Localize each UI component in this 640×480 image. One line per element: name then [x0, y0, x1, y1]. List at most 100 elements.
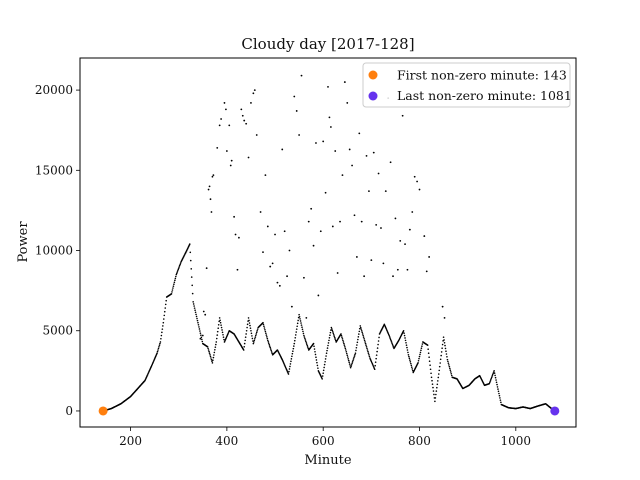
first-nonzero-point: [98, 406, 108, 416]
data-point: [333, 336, 336, 339]
data-point: [500, 401, 502, 404]
data-point: [494, 374, 496, 377]
y-tick-label: 20000: [35, 83, 73, 97]
data-point: [407, 354, 410, 356]
data-point: [330, 329, 332, 331]
data-point: [392, 275, 394, 278]
data-point: [156, 352, 158, 355]
data-point: [342, 339, 344, 342]
data-point: [417, 362, 419, 364]
data-point: [421, 345, 423, 347]
data-point: [411, 368, 414, 370]
data-point: [315, 142, 317, 144]
data-point: [299, 318, 301, 320]
data-point: [302, 332, 305, 335]
data-point: [366, 347, 368, 350]
data-point: [325, 352, 328, 355]
data-point: [342, 341, 345, 343]
data-point: [298, 313, 300, 316]
data-point: [297, 319, 299, 322]
data-point: [432, 390, 435, 392]
data-point: [213, 351, 216, 354]
data-point: [493, 370, 495, 372]
legend: First non-zero minute: 143 Last non-zero…: [362, 62, 572, 108]
data-point: [209, 355, 212, 358]
data-point: [423, 235, 426, 237]
data-point: [418, 188, 421, 191]
data-point: [250, 102, 252, 104]
data-point: [449, 369, 452, 372]
data-point: [248, 319, 250, 322]
data-point: [350, 363, 353, 366]
data-point: [327, 342, 330, 344]
data-point: [265, 332, 267, 335]
data-point: [211, 175, 214, 178]
data-point: [375, 354, 378, 356]
data-point: [358, 333, 360, 335]
data-point: [430, 376, 433, 379]
data-point: [340, 334, 343, 337]
data-point: [407, 351, 409, 354]
data-point: [200, 336, 203, 339]
data-point: [408, 355, 410, 358]
data-point: [190, 268, 193, 270]
data-point: [333, 335, 336, 337]
data-point: [492, 372, 494, 375]
data-point: [440, 351, 443, 353]
data-point: [499, 397, 501, 399]
legend-marker-last: [368, 91, 378, 101]
data-point: [450, 372, 453, 375]
data-point: [346, 356, 349, 358]
data-point: [286, 275, 288, 278]
data-point: [315, 356, 317, 359]
data-point: [164, 303, 167, 306]
data-point: [294, 337, 297, 339]
data-point: [208, 185, 211, 188]
data-point: [343, 344, 346, 346]
data-point: [247, 317, 250, 319]
data-point: [439, 358, 442, 361]
data-point: [391, 342, 393, 345]
data-point: [313, 345, 315, 348]
data-point: [299, 320, 302, 322]
data-point: [329, 331, 332, 334]
scatter-points: [102, 74, 556, 412]
data-point: [287, 373, 290, 375]
data-point: [353, 356, 355, 359]
data-point: [201, 340, 204, 343]
data-point: [331, 328, 333, 330]
data-point: [360, 329, 363, 332]
data-point: [218, 317, 221, 319]
data-point: [437, 376, 440, 379]
y-axis-label: Power: [16, 221, 31, 263]
data-point: [193, 305, 195, 307]
data-point: [243, 345, 246, 348]
data-point: [197, 321, 199, 324]
data-point: [306, 344, 309, 347]
data-point: [429, 364, 431, 367]
data-point: [157, 347, 160, 350]
data-point: [199, 337, 202, 340]
data-point: [248, 322, 251, 324]
x-tick-label: 1000: [501, 434, 532, 448]
data-point: [492, 371, 495, 373]
data-point: [304, 337, 306, 340]
data-point: [247, 156, 250, 159]
data-point: [322, 140, 325, 143]
data-point: [359, 326, 362, 329]
data-point: [266, 337, 269, 340]
data-point: [157, 349, 159, 351]
data-point: [162, 321, 165, 324]
data-point: [364, 341, 366, 343]
data-point: [430, 372, 432, 375]
data-point: [358, 132, 361, 135]
data-point: [328, 337, 331, 339]
data-point: [201, 334, 204, 337]
data-point: [352, 359, 354, 362]
data-point: [197, 324, 200, 326]
x-tick-label: 800: [408, 434, 431, 448]
data-point: [428, 356, 430, 359]
data-point: [267, 341, 270, 343]
data-point: [331, 225, 334, 228]
data-point: [276, 281, 279, 284]
